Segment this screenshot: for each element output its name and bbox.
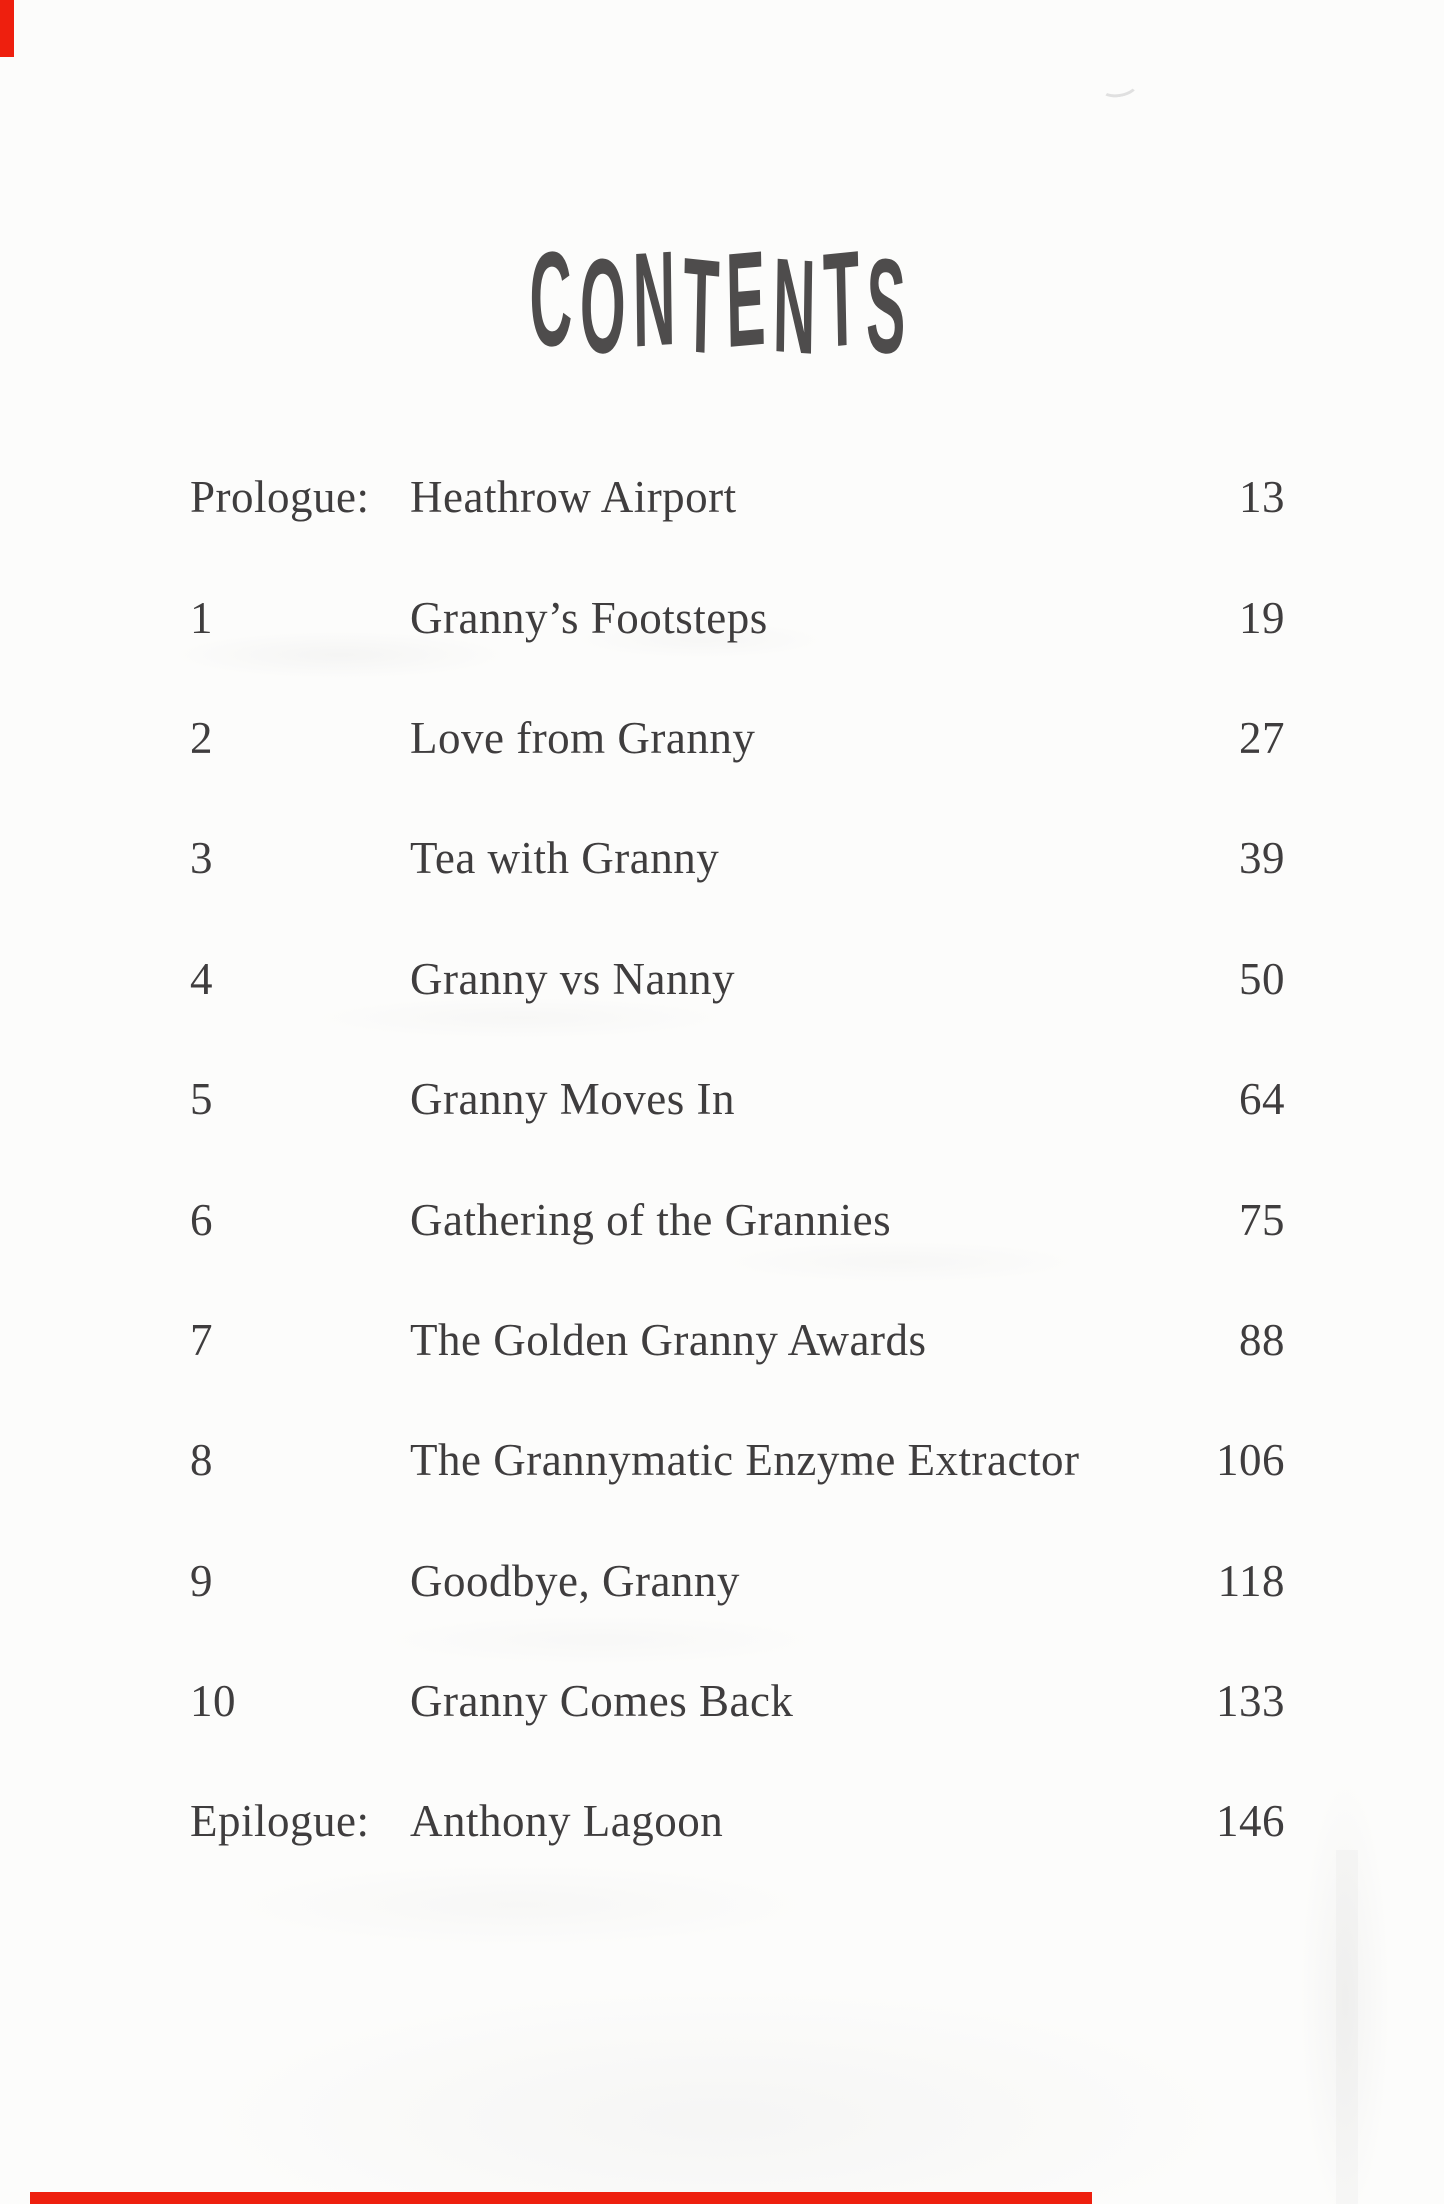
toc-entry-label: 2 (190, 712, 213, 763)
toc-entry-label: 6 (190, 1194, 213, 1245)
scan-artifact-red-bottom (30, 2192, 1092, 2204)
toc-entry-label: 7 (190, 1314, 213, 1365)
toc-entry-page: 146 (1216, 1796, 1285, 1847)
toc-entry-page: 118 (1217, 1555, 1285, 1606)
toc-entry-page: 64 (1239, 1074, 1285, 1125)
toc-entry-label: 1 (190, 592, 213, 643)
toc-entry-label: Epilogue: (190, 1796, 370, 1847)
toc-entry-title: Granny vs Nanny (410, 953, 735, 1004)
toc-entry-label: 3 (190, 833, 213, 884)
toc-entry: 6 Gathering of the Grannies 75 (190, 1159, 1285, 1279)
toc-entry: 3 Tea with Granny 39 (190, 798, 1285, 918)
toc-entry-label: 9 (190, 1555, 213, 1606)
toc-entry: Prologue: Heathrow Airport 13 (190, 437, 1285, 557)
toc-entry-title: Granny Comes Back (410, 1676, 794, 1727)
toc-entry-label: Prologue: (190, 472, 370, 523)
toc-entry-title: Tea with Granny (410, 833, 720, 884)
scan-artifact-red-top-left (0, 0, 14, 57)
toc-entry-title: Granny Moves In (410, 1074, 735, 1125)
toc-entry-label: 5 (190, 1074, 213, 1125)
toc-entry-label: 4 (190, 953, 213, 1004)
toc-entry: 5 Granny Moves In 64 (190, 1039, 1285, 1159)
toc-entry: Epilogue: Anthony Lagoon 146 (190, 1761, 1285, 1881)
toc-entry-page: 106 (1216, 1435, 1285, 1486)
scan-edge-shadow (1336, 1850, 1358, 2204)
toc-entry: 10 Granny Comes Back 133 (190, 1641, 1285, 1761)
page-title-wrap: CONTENTS (0, 222, 1444, 384)
toc-entry: 8 The Grannymatic Enzyme Extractor 106 (190, 1400, 1285, 1520)
toc-entry: 1 Granny’s Footsteps 19 (190, 557, 1285, 677)
toc-entry-label: 8 (190, 1435, 213, 1486)
toc-entry-label: 10 (190, 1676, 236, 1727)
toc-entry-page: 27 (1239, 712, 1285, 763)
toc-entry: 9 Goodbye, Granny 118 (190, 1521, 1285, 1641)
toc-entry-page: 39 (1239, 833, 1285, 884)
toc-entry-title: Love from Granny (410, 712, 756, 763)
toc-entry-page: 19 (1239, 592, 1285, 643)
toc-entry-page: 50 (1239, 953, 1285, 1004)
toc-entry: 2 Love from Granny 27 (190, 678, 1285, 798)
toc-entry-title: Gathering of the Grannies (410, 1194, 892, 1245)
toc-entry: 7 The Golden Granny Awards 88 (190, 1280, 1285, 1400)
toc-entry-page: 13 (1239, 472, 1285, 523)
toc-list: Prologue: Heathrow Airport 13 1 Granny’s… (190, 437, 1285, 1882)
toc-entry-title: Granny’s Footsteps (410, 592, 768, 643)
toc-entry-title: The Golden Granny Awards (410, 1314, 927, 1365)
toc-entry-title: Heathrow Airport (410, 472, 737, 523)
toc-entry-page: 133 (1216, 1676, 1285, 1727)
toc-entry-title: Goodbye, Granny (410, 1555, 740, 1606)
scan-mark-squiggle (1098, 72, 1140, 101)
toc-entry-title: The Grannymatic Enzyme Extractor (410, 1435, 1080, 1486)
toc-entry-title: Anthony Lagoon (410, 1796, 724, 1847)
toc-entry-page: 75 (1239, 1194, 1285, 1245)
page-title: CONTENTS (528, 221, 916, 384)
toc-entry-page: 88 (1239, 1314, 1285, 1365)
toc-entry: 4 Granny vs Nanny 50 (190, 919, 1285, 1039)
